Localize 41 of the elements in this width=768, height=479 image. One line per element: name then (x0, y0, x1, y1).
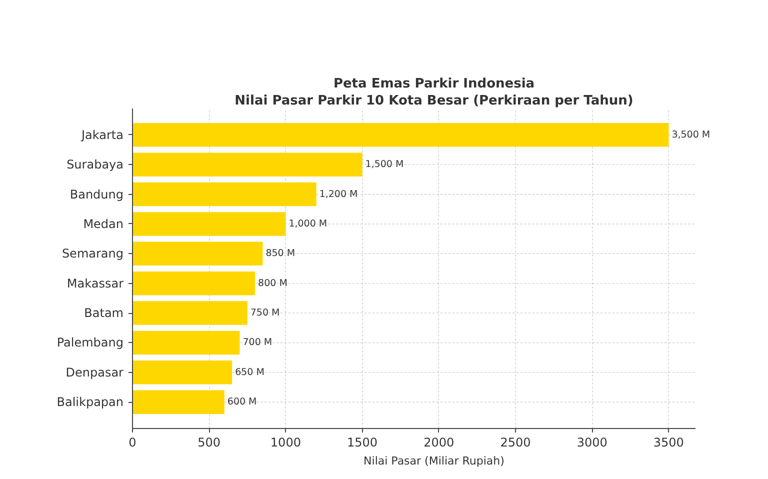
data-label: 1,200 M (319, 188, 358, 200)
bar (132, 123, 669, 147)
bar (132, 242, 263, 266)
x-tick-label: 0 (128, 436, 136, 450)
bar (132, 330, 240, 355)
data-label: 750 M (250, 308, 280, 319)
y-tick-label: Balikpapan (56, 395, 124, 410)
x-tick-label: 2500 (500, 436, 531, 450)
y-tick-label: Batam (84, 306, 124, 320)
data-label: 650 M (235, 366, 264, 378)
data-label: 700 M (242, 337, 272, 348)
x-tick-label: 1500 (347, 436, 378, 450)
x-tick-label: 500 (198, 436, 221, 450)
data-label: 800 M (258, 278, 288, 289)
data-label: 600 M (227, 396, 257, 408)
y-tick-label: Makassar (66, 276, 124, 290)
bar (132, 360, 232, 384)
data-label: 850 M (266, 248, 296, 260)
y-tick-label: Semarang (62, 246, 124, 261)
y-tick-label: Bandung (70, 187, 124, 202)
x-tick-label: 3500 (653, 436, 684, 450)
y-tick-label: Medan (83, 216, 124, 231)
x-tick-label: 3000 (576, 436, 608, 450)
bar (132, 182, 316, 206)
bar (132, 152, 362, 176)
x-axis-title: Nilai Pasar (Miliar Rupiah) (364, 454, 504, 468)
y-tick-label: Jakarta (80, 128, 124, 142)
data-label: 3,500 M (672, 129, 710, 140)
bar (132, 390, 224, 414)
data-label: 1,500 M (365, 159, 404, 170)
data-label: 1,000 M (288, 218, 328, 230)
y-tick-label: Denpasar (66, 365, 124, 380)
x-tick-label: 2000 (424, 436, 454, 450)
bar (132, 212, 286, 236)
bar (132, 301, 248, 325)
bar (132, 271, 256, 296)
chart-subtitle: Nilai Pasar Parkir 10 Kota Besar (Perkiraan per Tahun) (234, 94, 634, 108)
chart-title: Peta Emas Parkir Indonesia (333, 76, 535, 92)
y-tick-label: Palembang (56, 336, 124, 350)
y-tick-label: Surabaya (66, 158, 124, 172)
x-tick-label: 1000 (270, 436, 301, 450)
